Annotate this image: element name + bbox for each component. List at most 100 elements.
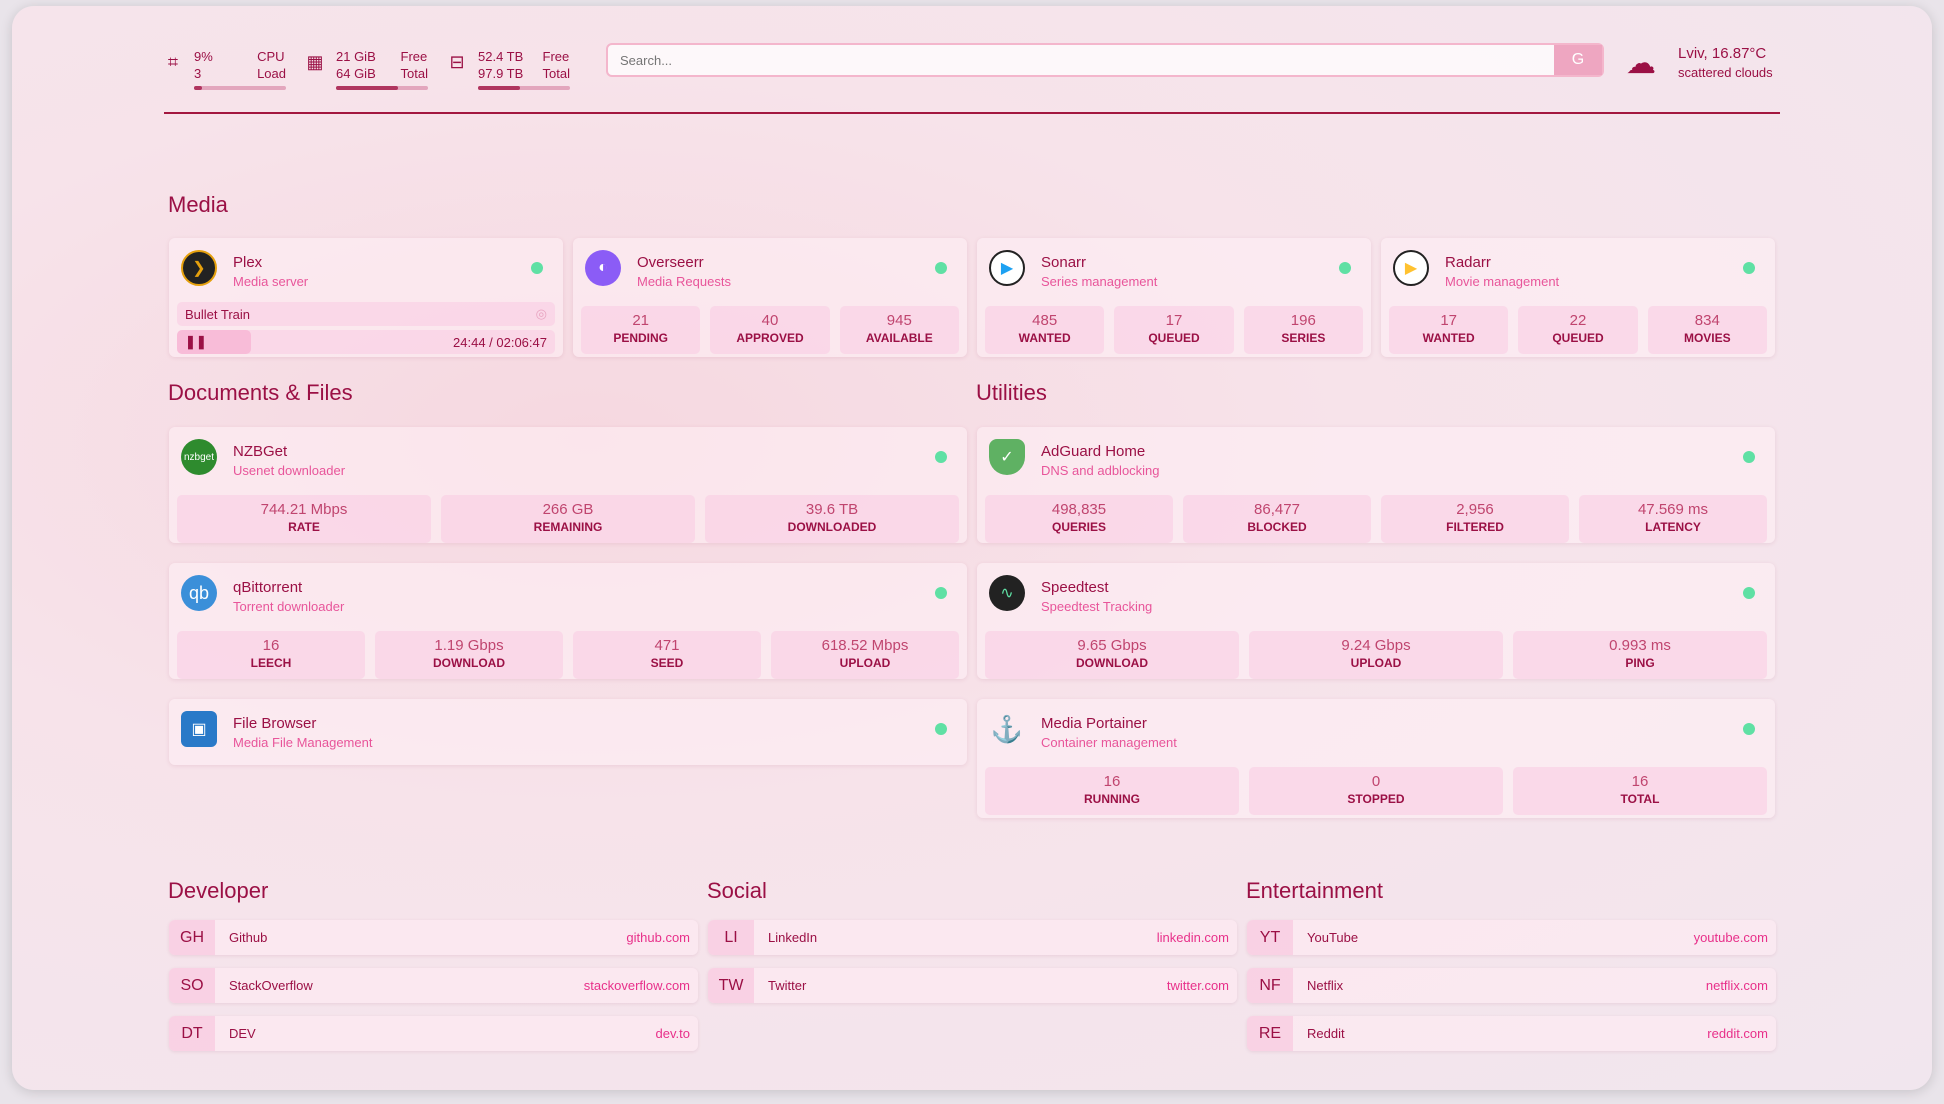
filebrowser-icon: ▣: [181, 711, 217, 747]
bookmark-entertainment[interactable]: YT YouTube youtube.com: [1247, 920, 1776, 955]
radarr-card[interactable]: ▶ Radarr Movie management 17 WANTED 22 QUEUED…: [1381, 238, 1775, 357]
stat-block: 498,835 QUERIES: [985, 495, 1173, 543]
stat-value: 1.19 Gbps: [434, 637, 504, 654]
stat-block: 16 RUNNING: [985, 767, 1239, 815]
bookmark-entertainment[interactable]: RE Reddit reddit.com: [1247, 1016, 1776, 1051]
adguard-card[interactable]: ✓ AdGuard Home DNS and adblocking 498,835 Q…: [977, 427, 1775, 543]
sonarr-card[interactable]: ▶ Sonarr Series management 485 WANTED 17 QUEU…: [977, 238, 1371, 357]
plex-card[interactable]: ❯ Plex Media server Bullet Train ◎ ❚❚ 24:44 …: [169, 238, 563, 357]
stat-block: 2,956 FILTERED: [1381, 495, 1569, 543]
memory-bar: [336, 86, 428, 90]
service-desc: Container management: [1041, 735, 1177, 750]
memory-icon: ▦: [306, 52, 324, 72]
stat-block: 266 GB REMAINING: [441, 495, 695, 543]
overseerr-card[interactable]: ◐ Overseerr Media Requests 21 PENDING 40 APPR…: [573, 238, 967, 357]
stat-label: QUERIES: [1051, 520, 1106, 534]
pause-icon[interactable]: ❚❚: [185, 334, 207, 349]
bookmark-developer[interactable]: GH Github github.com: [169, 920, 698, 955]
bookmark-developer[interactable]: DT DEV dev.to: [169, 1016, 698, 1051]
bookmark-url[interactable]: linkedin.com: [1156, 930, 1229, 945]
bookmark-url[interactable]: reddit.com: [1707, 1026, 1768, 1041]
stat-value: 17: [1440, 312, 1457, 329]
stats-row: 9.65 Gbps DOWNLOAD 9.24 Gbps UPLOAD 0.993 ms…: [985, 631, 1767, 679]
section-utilities-title: Utilities: [976, 380, 1047, 405]
nzbget-card[interactable]: nzbget NZBGet Usenet downloader 744.21 Mbp…: [169, 427, 967, 543]
service-name: Sonarr: [1041, 254, 1087, 271]
stat-label: FILTERED: [1446, 520, 1504, 534]
stat-label: STOPPED: [1347, 792, 1405, 806]
service-desc: Usenet downloader: [233, 463, 346, 478]
stat-label: WANTED: [1018, 331, 1071, 345]
bookmark-developer[interactable]: SO StackOverflow stackoverflow.com: [169, 968, 698, 1003]
service-name: NZBGet: [233, 443, 288, 460]
stat-block: 16 LEECH: [177, 631, 365, 679]
stat-block: 86,477 BLOCKED: [1183, 495, 1371, 543]
stats-row: 16 RUNNING 0 STOPPED 16 TOTAL: [985, 767, 1767, 815]
portainer-card[interactable]: ⚓ Media Portainer Container management 16 R…: [977, 699, 1775, 818]
stat-label: PING: [1625, 656, 1655, 670]
bookmark-abbr: RE: [1247, 1016, 1293, 1051]
filebrowser-card[interactable]: ▣ File Browser Media File Management: [169, 699, 967, 765]
progress-time: 24:44 / 02:06:47: [453, 334, 547, 350]
speedtest-card[interactable]: ∿ Speedtest Speedtest Tracking 9.65 Gbps DO…: [977, 563, 1775, 679]
stat-label: AVAILABLE: [865, 331, 933, 345]
status-dot: [1743, 723, 1755, 735]
stat-block: 0 STOPPED: [1249, 767, 1503, 815]
stat-value: 16: [262, 637, 280, 654]
memory-widget: ▦ 21 GiB Free 64 GiB Total: [304, 48, 428, 90]
bookmark-name: Github: [229, 930, 268, 945]
stat-value: 498,835: [1051, 501, 1107, 518]
speedtest-icon: ∿: [989, 575, 1025, 611]
stat-label: WANTED: [1422, 331, 1475, 345]
stat-block: 17 QUEUED: [1114, 306, 1234, 354]
stat-value: 196: [1290, 312, 1316, 329]
service-name: Plex: [233, 254, 263, 271]
bookmark-url[interactable]: stackoverflow.com: [583, 978, 690, 993]
disk-total-value: 97.9 TB: [478, 66, 524, 81]
service-name: AdGuard Home: [1041, 443, 1146, 460]
bookmark-url[interactable]: twitter.com: [1166, 978, 1229, 993]
status-dot: [935, 451, 947, 463]
now-playing-title: Bullet Train: [185, 306, 251, 322]
nzbget-icon: nzbget: [181, 439, 217, 475]
stat-value: 618.52 Mbps: [821, 637, 909, 654]
stat-value: 945: [886, 312, 912, 329]
stat-value: 40: [761, 312, 779, 329]
search-button[interactable]: G: [1554, 45, 1602, 75]
disk-bar: [478, 86, 570, 90]
bookmark-social[interactable]: LI LinkedIn linkedin.com: [708, 920, 1237, 955]
disk-icon: ⊟: [449, 52, 465, 72]
stat-value: 834: [1694, 312, 1720, 329]
stat-block: 9.24 Gbps UPLOAD: [1249, 631, 1503, 679]
status-dot: [531, 262, 543, 274]
stat-block: 17 WANTED: [1389, 306, 1509, 354]
search-input[interactable]: [608, 45, 1554, 75]
stat-label: PENDING: [613, 331, 668, 345]
stat-value: 16: [1631, 773, 1649, 790]
stats-row: 21 PENDING 40 APPROVED 945 AVAILABLE: [581, 306, 959, 354]
bookmark-url[interactable]: dev.to: [655, 1026, 690, 1041]
service-name: Speedtest: [1041, 579, 1109, 596]
bookmark-entertainment[interactable]: NF Netflix netflix.com: [1247, 968, 1776, 1003]
bookmark-social[interactable]: TW Twitter twitter.com: [708, 968, 1237, 1003]
qbittorrent-card[interactable]: qb qBittorrent Torrent downloader 16 LEECH 1…: [169, 563, 967, 679]
bookmark-abbr: LI: [708, 920, 754, 955]
status-dot: [1743, 262, 1755, 274]
bookmark-url[interactable]: github.com: [626, 930, 690, 945]
bookmark-name: YouTube: [1307, 930, 1359, 945]
stat-label: RATE: [288, 520, 320, 534]
bookmark-url[interactable]: youtube.com: [1693, 930, 1768, 945]
service-desc: Media File Management: [233, 735, 373, 750]
dashboard-window: ⌗ 9% CPU 3 Load ▦ 21 GiB Free 64 GiB Total ⊟ 5…: [12, 6, 1932, 1090]
section-social-title: Social: [707, 878, 767, 903]
stat-label: DOWNLOADED: [787, 520, 877, 534]
stat-value: 266 GB: [542, 501, 594, 518]
status-dot: [1339, 262, 1351, 274]
weather-widget[interactable]: Lviv, 16.87°C scattered clouds: [1678, 44, 1773, 82]
stat-label: RUNNING: [1084, 792, 1140, 806]
stat-block: 40 APPROVED: [710, 306, 830, 354]
bookmark-url[interactable]: netflix.com: [1705, 978, 1768, 993]
bookmark-name: Netflix: [1307, 978, 1344, 993]
stats-row: 16 LEECH 1.19 Gbps DOWNLOAD 471 SEED 618.52 Mb…: [177, 631, 959, 679]
stat-value: 86,477: [1254, 501, 1300, 518]
